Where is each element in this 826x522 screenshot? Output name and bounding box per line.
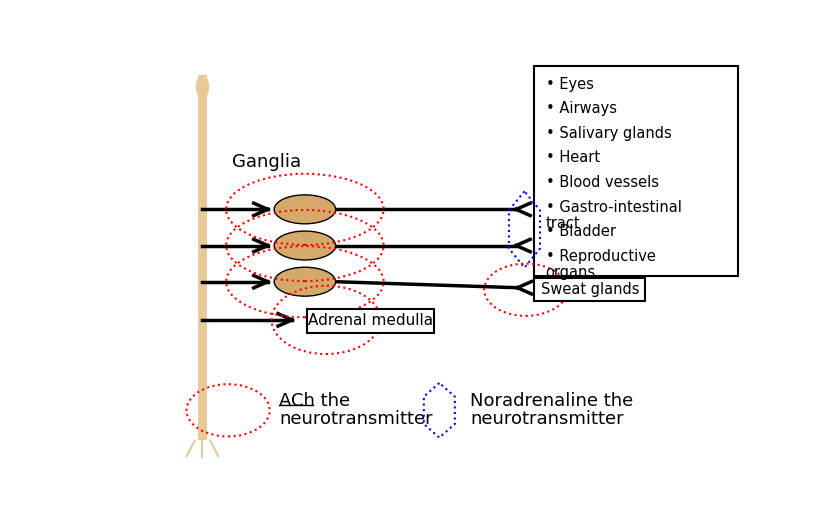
Text: • Airways: • Airways — [546, 101, 616, 116]
Text: Sweat glands: Sweat glands — [540, 282, 639, 297]
FancyBboxPatch shape — [534, 278, 645, 301]
Text: ACh the: ACh the — [279, 393, 350, 410]
Text: • Blood vessels: • Blood vessels — [546, 175, 658, 190]
Ellipse shape — [196, 75, 209, 99]
Ellipse shape — [274, 231, 335, 260]
Text: • Reproductive
organs: • Reproductive organs — [546, 249, 656, 280]
Text: • Bladder: • Bladder — [546, 224, 615, 239]
Ellipse shape — [274, 195, 335, 224]
Text: Adrenal medulla: Adrenal medulla — [308, 313, 433, 328]
Text: • Eyes: • Eyes — [546, 77, 593, 92]
FancyBboxPatch shape — [306, 309, 434, 333]
Text: Noradrenaline the: Noradrenaline the — [470, 393, 634, 410]
Bar — [198, 75, 207, 441]
Text: • Heart: • Heart — [546, 150, 600, 165]
Text: • Gastro-intestinal
tract: • Gastro-intestinal tract — [546, 199, 681, 231]
FancyBboxPatch shape — [534, 66, 738, 277]
Text: Ganglia: Ganglia — [232, 153, 301, 171]
Text: • Salivary glands: • Salivary glands — [546, 126, 672, 141]
Text: neurotransmitter: neurotransmitter — [279, 410, 433, 428]
Ellipse shape — [274, 267, 335, 296]
Text: neurotransmitter: neurotransmitter — [470, 410, 624, 428]
